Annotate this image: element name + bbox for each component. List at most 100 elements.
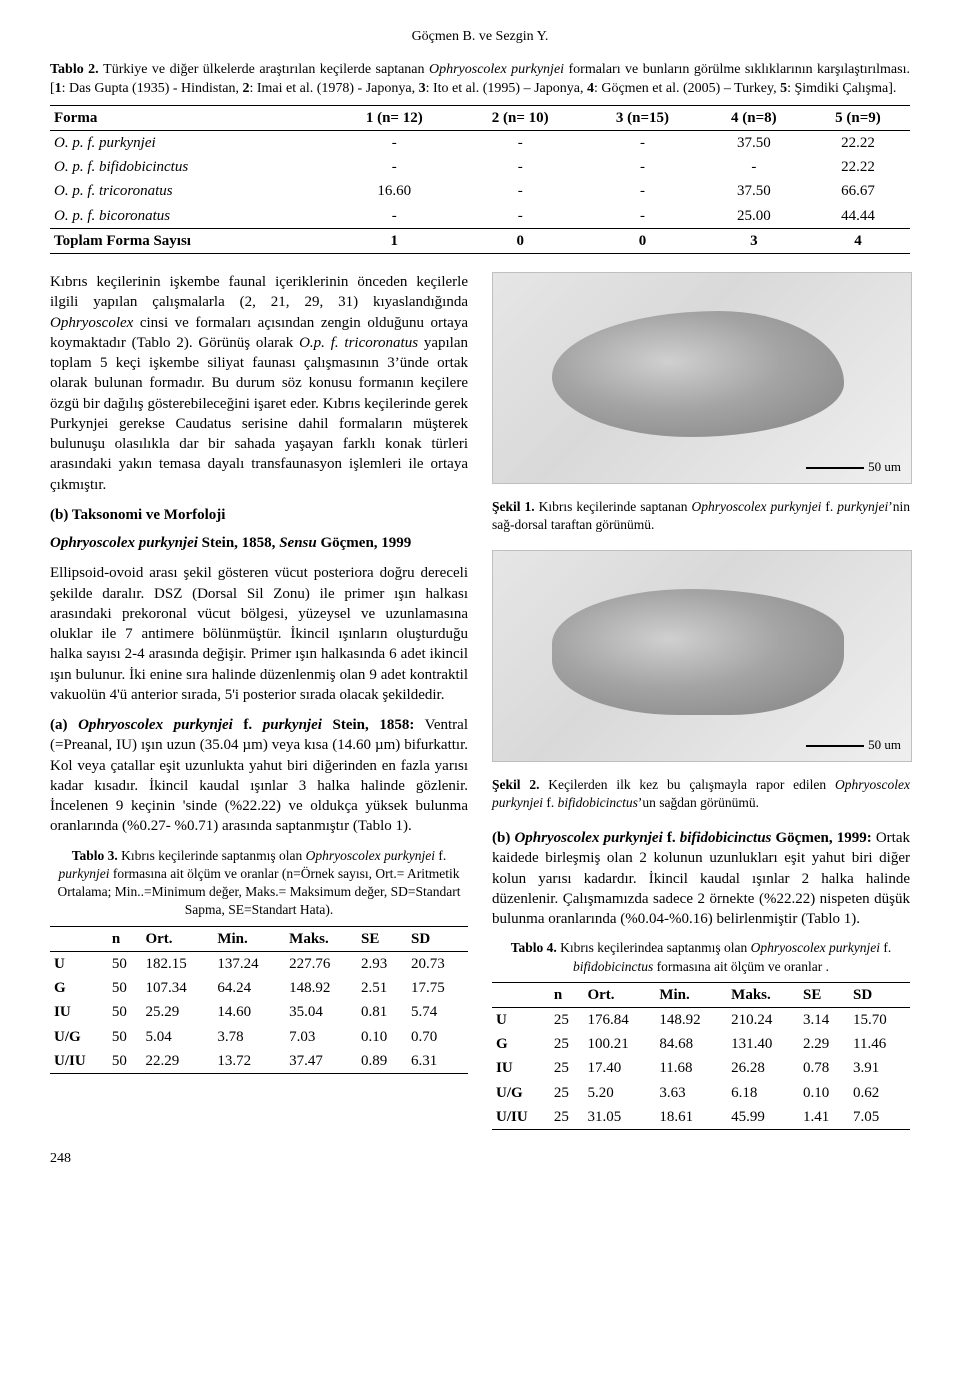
table-cell: U/IU [492,1105,550,1130]
f1c: Kıbrıs keçilerinde saptanan [535,499,692,514]
rp4a: (b) [492,830,514,846]
figure2-scale-bar: 50 um [806,736,901,754]
t2r2c0: O. p. f. tricoronatus [50,179,331,203]
table-cell: 2.51 [357,976,407,1000]
table-cell: 137.24 [213,951,285,976]
table3-header-row: n Ort. Min. Maks. SE SD [50,926,468,951]
t3h2: Ort. [141,926,213,951]
t2tot3: 0 [583,228,702,253]
table4-caption: Tablo 4. Kıbrıs keçilerindea saptanmış o… [492,939,910,975]
table2-label: Tablo 2. [50,62,103,77]
table-row: IU5025.2914.6035.040.815.74 [50,1000,468,1024]
t2r2lbl: O. p. f. tricoronatus [54,183,173,199]
t2h2: 2 (n= 10) [457,105,583,130]
table-cell: 107.34 [141,976,213,1000]
t2tot5: 4 [806,228,910,253]
f1r: f. [821,499,837,514]
t2tot2: 0 [457,228,583,253]
lp3a: (a) [50,717,78,733]
table-cell: 50 [108,1049,142,1074]
t2h5b: 5 (n=9) [835,110,881,126]
table-cell: U [50,951,108,976]
t3h4: Maks. [285,926,357,951]
table-cell: 2.29 [799,1032,849,1056]
table-cell: 227.76 [285,951,357,976]
t2r1c1: - [331,155,457,179]
lp1e: yapılan toplam 5 keçi işkembe siliyat fa… [50,335,468,493]
t2-r1: : Das Gupta (1935) - Hindistan, [62,81,243,96]
figure1-caption: Şekil 1. Kıbrıs keçilerinde saptanan Oph… [492,498,910,534]
t2tot1b: 1 [391,233,399,249]
table-row: G50107.3464.24148.922.5117.75 [50,976,468,1000]
t2r0c4: 37.50 [702,130,806,155]
table-row: O. p. f. purkynjei - - - 37.50 22.22 [50,130,910,155]
t2r0c0: O. p. f. purkynjei [50,130,331,155]
table-cell: 17.75 [407,976,468,1000]
table-cell: 13.72 [213,1049,285,1074]
t4h1: n [550,982,584,1007]
table-cell: 2.93 [357,951,407,976]
t2r3c3: - [583,204,702,229]
table-cell: 50 [108,1025,142,1049]
t2r3c5: 44.44 [806,204,910,229]
table-cell: 50 [108,1000,142,1024]
t3sp2: purkynjei [59,866,110,881]
left-column: Kıbrıs keçilerinin işkembe faunal içerik… [50,272,468,1130]
t2r0c2: - [457,130,583,155]
f2c: Keçilerden ilk kez bu çalışmayla rapor e… [539,777,835,792]
rp4b: Ophryoscolex purkynjei [514,830,662,846]
table-cell: 25.29 [141,1000,213,1024]
t4r: f. [880,940,891,955]
table-cell: 31.05 [583,1105,655,1130]
table-cell: 0.10 [799,1081,849,1105]
t2-r5: : Şimdiki Çalışma]. [787,81,896,96]
table-cell: G [492,1032,550,1056]
rp4d: bifidobicinctus [680,830,772,846]
t2r1lbl: O. p. f. bifidobicinctus [54,159,188,175]
table-cell: IU [50,1000,108,1024]
t2-body: Türkiye ve diğer ülkelerde araştırılan k… [103,62,429,77]
t2h0b: Forma [54,110,97,126]
page-number: 248 [50,1150,910,1169]
table-cell: 0.10 [357,1025,407,1049]
t3tt: Kıbrıs keçilerinde saptanmış olan [118,848,306,863]
table-cell: 84.68 [655,1032,727,1056]
t2h3: 3 (n=15) [583,105,702,130]
left-species-line: Ophryoscolex purkynjei Stein, 1858, Sens… [50,533,468,553]
t2-r2: : Imai et al. (1978) - Japonya, [249,81,418,96]
table-cell: 3.63 [655,1081,727,1105]
lp1d: O.p. f. tricoronatus [299,335,418,351]
t2r0c5: 22.22 [806,130,910,155]
figure2-image: 50 um [492,550,912,762]
t4h2: Ort. [583,982,655,1007]
t4h6: SD [849,982,910,1007]
table4: n Ort. Min. Maks. SE SD U25176.84148.922… [492,982,910,1131]
table2-caption: Tablo 2. Türkiye ve diğer ülkelerde araş… [50,61,910,99]
table-cell: 18.61 [655,1105,727,1130]
rp4c: f. [663,830,680,846]
figure-blob-icon [552,311,845,437]
lsl-end: Göçmen, 1999 [317,535,412,551]
table-cell: 50 [108,951,142,976]
t2-r3: : Ito et al. (1995) – Japonya, [426,81,587,96]
table4-header-row: n Ort. Min. Maks. SE SD [492,982,910,1007]
table-cell: 17.40 [583,1056,655,1080]
t2r1c0: O. p. f. bifidobicinctus [50,155,331,179]
table-row: IU2517.4011.6826.280.783.91 [492,1056,910,1080]
t3sp: Ophryoscolex purkynjei [306,848,435,863]
table-cell: 64.24 [213,976,285,1000]
lsl-r: Stein, 1858, [198,535,279,551]
table-cell: 6.18 [727,1081,799,1105]
lsl-sp: Ophryoscolex purkynjei [50,535,198,551]
table-cell: 25 [550,1081,584,1105]
table-row: G25100.2184.68131.402.2911.46 [492,1032,910,1056]
t3tb: Tablo 3. [72,848,118,863]
table-cell: 11.68 [655,1056,727,1080]
t2r2c1: 16.60 [331,179,457,203]
f2b: Şekil 2. [492,777,539,792]
t3h6: SD [407,926,468,951]
f2r2: ’un sağdan görünümü. [638,795,759,810]
t2h1: 1 (n= 12) [331,105,457,130]
table3: n Ort. Min. Maks. SE SD U50182.15137.242… [50,926,468,1075]
table-cell: 25 [550,1032,584,1056]
